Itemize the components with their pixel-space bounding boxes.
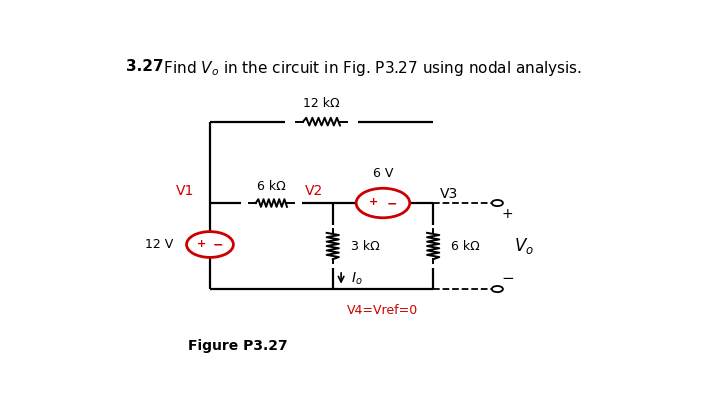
Text: $I_o$: $I_o$ [351,270,363,286]
Text: 6 V: 6 V [373,167,393,180]
Text: 12 V: 12 V [145,238,174,251]
Text: 6 kΩ: 6 kΩ [257,180,286,193]
Text: −: − [501,271,514,286]
Text: $V_o$: $V_o$ [514,236,534,256]
Text: −: − [387,197,397,210]
Text: V2: V2 [305,184,323,198]
Text: +: + [369,197,378,207]
Text: +: + [197,239,207,249]
Text: 6 kΩ: 6 kΩ [451,239,480,253]
Text: 12 kΩ: 12 kΩ [303,97,340,110]
Text: +: + [502,207,513,221]
Text: −: − [213,239,223,252]
Text: V3: V3 [440,188,458,201]
Text: V4=Vref=0: V4=Vref=0 [347,304,418,317]
Text: Find $V_o$ in the circuit in Fig. P3.27 using nodal analysis.: Find $V_o$ in the circuit in Fig. P3.27 … [154,59,582,78]
Text: 3 kΩ: 3 kΩ [351,239,379,253]
Text: V1: V1 [176,184,194,198]
Text: 3.27: 3.27 [126,59,164,74]
Text: Figure P3.27: Figure P3.27 [188,339,287,353]
